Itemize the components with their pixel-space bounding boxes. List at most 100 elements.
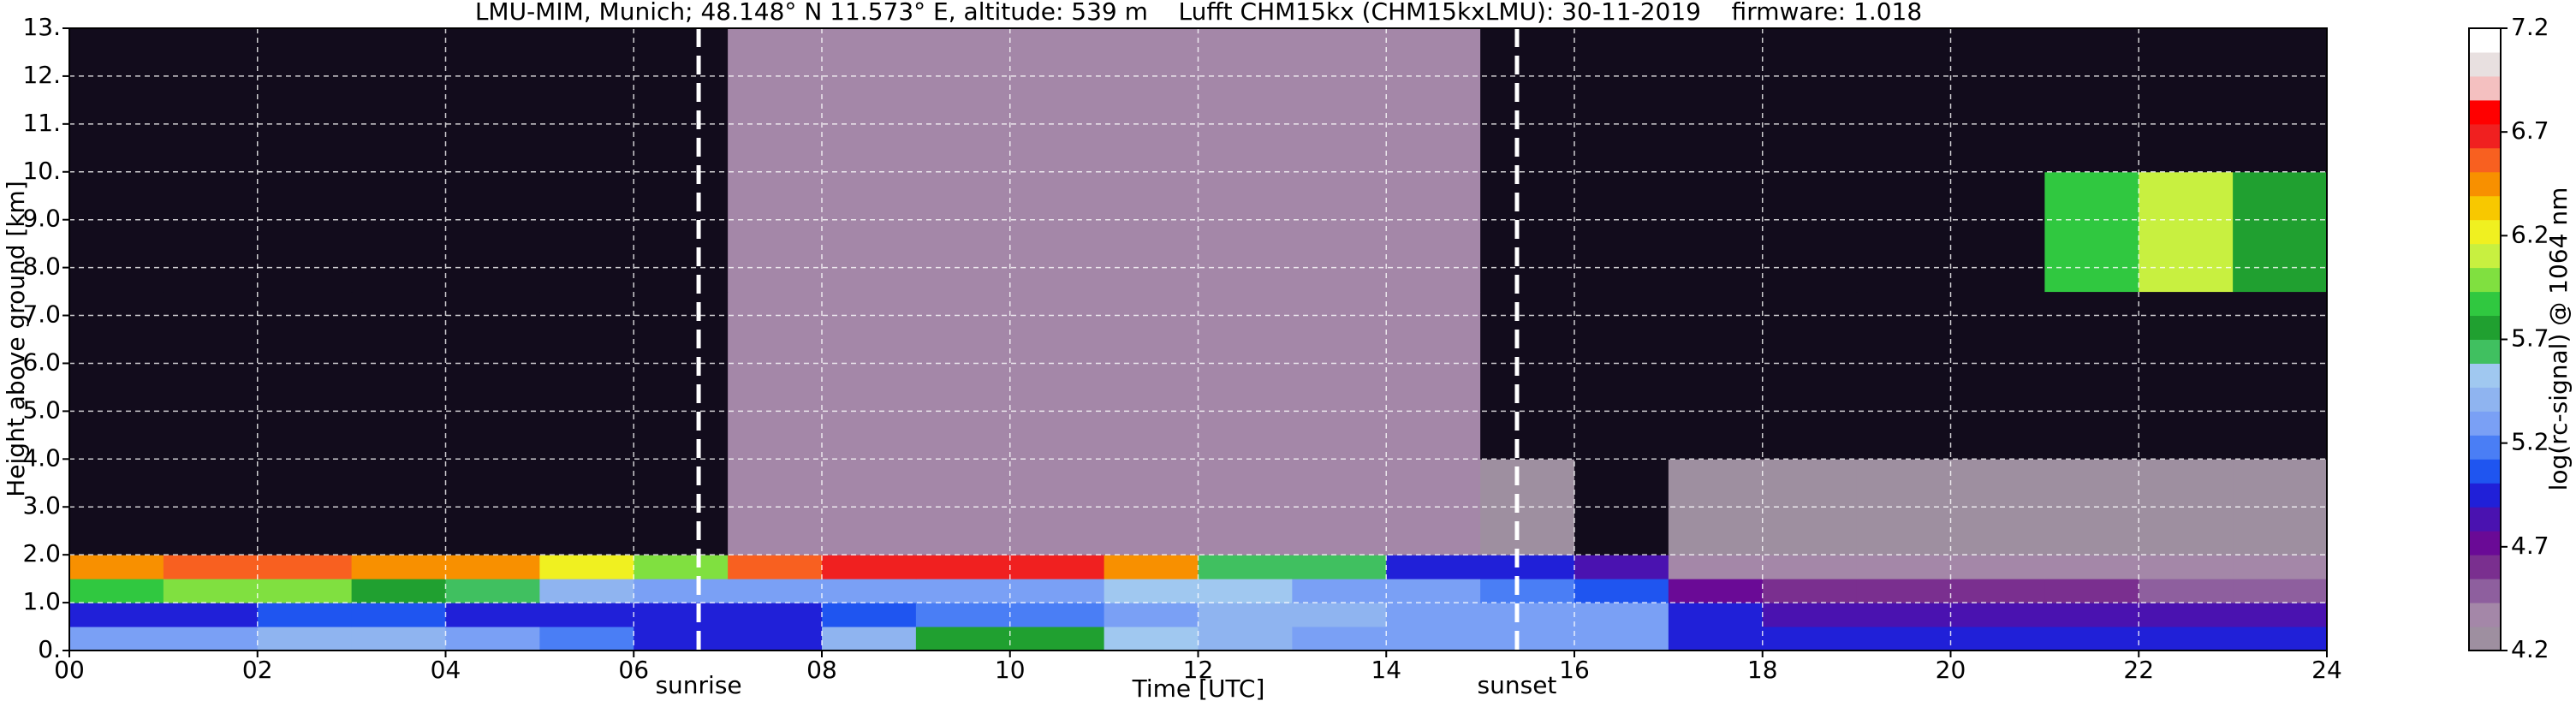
colorbar-swatch: [2469, 531, 2501, 556]
heatmap-cell: [1198, 603, 1293, 627]
heatmap-cell: [634, 291, 729, 460]
heatmap-cell: [1009, 555, 1105, 579]
heatmap-cell: [445, 28, 540, 173]
heatmap-cell: [539, 171, 634, 293]
heatmap-cell: [1480, 291, 1575, 460]
heatmap-cell: [445, 291, 540, 460]
heatmap-cell: [163, 28, 259, 173]
heatmap-cell: [822, 291, 917, 460]
colorbar-swatch: [2469, 195, 2501, 221]
heatmap-cell: [1668, 555, 1764, 579]
heatmap-cell: [634, 627, 729, 651]
heatmap-cell: [1950, 603, 2045, 627]
heatmap-cell: [257, 603, 353, 627]
heatmap-cell: [728, 579, 823, 603]
heatmap-cell: [1762, 603, 1858, 627]
heatmap-cell: [1762, 171, 1858, 293]
heatmap-cell: [1386, 291, 1481, 460]
heatmap-cell: [2139, 291, 2234, 460]
heatmap-cell: [1574, 555, 1669, 579]
heatmap-cell: [1009, 171, 1105, 293]
colorbar-swatch: [2469, 459, 2501, 484]
heatmap-cell: [634, 603, 729, 627]
heatmap-cell: [1104, 171, 1199, 293]
heatmap-cell: [351, 579, 446, 603]
heatmap-cell: [1009, 627, 1105, 651]
y-tick-label: 6.0: [22, 348, 61, 376]
y-tick-label: 10.: [22, 157, 61, 185]
x-tick-label: 16: [1559, 656, 1590, 684]
colorbar-swatch: [2469, 123, 2501, 149]
heatmap-cell: [1292, 627, 1387, 651]
heatmap-cell: [163, 603, 259, 627]
y-tick-label: 7.0: [22, 300, 61, 329]
heatmap-cell: [1856, 627, 1951, 651]
heatmap-cell: [351, 28, 446, 173]
heatmap-cell: [1762, 579, 1858, 603]
heatmap-cell: [257, 171, 353, 293]
heatmap-cell: [163, 579, 259, 603]
colorbar-swatch: [2469, 243, 2501, 269]
y-tick-label: 11.: [22, 109, 61, 137]
heatmap-cell: [634, 171, 729, 293]
heatmap-cell: [163, 555, 259, 579]
heatmap-cell: [728, 627, 823, 651]
heatmap-cell: [1386, 28, 1481, 173]
heatmap-cell: [257, 555, 353, 579]
chart-title: LMU-MIM, Munich; 48.148° N 11.573° E, al…: [475, 0, 1922, 26]
y-tick-label: 8.0: [22, 253, 61, 281]
colorbar-tick-label: 4.2: [2511, 635, 2549, 663]
heatmap-cell: [445, 579, 540, 603]
heatmap-cell: [728, 291, 823, 460]
colorbar-swatch: [2469, 28, 2501, 53]
heatmap-cell: [2233, 291, 2328, 460]
x-axis-label: Time [UTC]: [1132, 674, 1265, 703]
y-tick-label: 13.: [22, 13, 61, 41]
x-tick-label: 24: [2311, 656, 2342, 684]
x-tick-label: 20: [1936, 656, 1966, 684]
y-tick-label: 1.0: [22, 587, 61, 615]
heatmap-cell: [1386, 171, 1481, 293]
heatmap-cell: [1762, 555, 1858, 579]
heatmap-cell: [1668, 603, 1764, 627]
heatmap-cell: [69, 28, 164, 173]
heatmap-cell: [1668, 627, 1764, 651]
heatmap-cell: [351, 627, 446, 651]
heatmap-cell: [915, 627, 1011, 651]
heatmap-cell: [2139, 579, 2234, 603]
colorbar-tick-label: 5.2: [2511, 428, 2549, 456]
heatmap-cell: [1292, 555, 1387, 579]
colorbar-tick-label: 6.2: [2511, 220, 2549, 248]
heatmap-cell: [2139, 171, 2234, 293]
heatmap-cell: [1480, 555, 1575, 579]
x-tick-label: 04: [431, 656, 461, 684]
colorbar-swatch: [2469, 171, 2501, 197]
heatmap-cell: [1856, 291, 1951, 460]
heatmap-cell: [1950, 579, 2045, 603]
heatmap-cell: [539, 28, 634, 173]
heatmap-cell: [445, 603, 540, 627]
heatmap-cell: [2233, 603, 2328, 627]
heatmap-cell: [1950, 171, 2045, 293]
heatmap-cell: [163, 171, 259, 293]
heatmap-cell: [1480, 579, 1575, 603]
colorbar-tick-label: 6.7: [2511, 116, 2549, 145]
colorbar-swatch: [2469, 291, 2501, 317]
y-tick-label: 4.0: [22, 443, 61, 472]
heatmap-cell: [1198, 555, 1293, 579]
heatmap-cell: [1198, 291, 1293, 460]
colorbar-swatch: [2469, 147, 2501, 173]
heatmap-cell: [2044, 555, 2139, 579]
heatmap-cell: [1574, 171, 1669, 293]
heatmap-cell: [539, 603, 634, 627]
heatmap-cell: [1386, 627, 1481, 651]
heatmap-cell: [822, 28, 917, 173]
colorbar-swatch: [2469, 315, 2501, 340]
heatmap-cell: [915, 171, 1011, 293]
heatmap-cell: [915, 28, 1011, 173]
colorbar-tick-label: 4.7: [2511, 532, 2549, 560]
heatmap-cell: [2233, 579, 2328, 603]
heatmap-cell: [539, 291, 634, 460]
heatmap-cell: [1104, 603, 1199, 627]
heatmap-cell: [1480, 627, 1575, 651]
